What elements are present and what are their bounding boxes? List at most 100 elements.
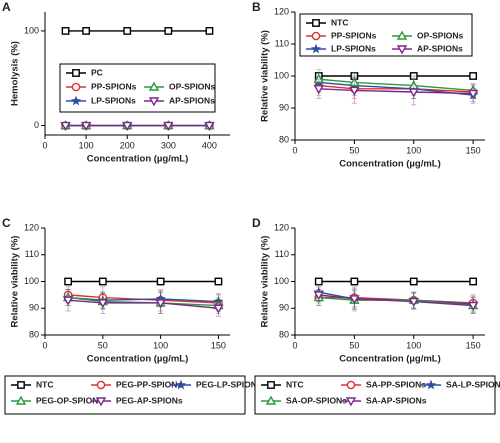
legend-box bbox=[4, 375, 246, 415]
data-point bbox=[123, 27, 132, 35]
data-point bbox=[122, 121, 133, 131]
panel-label: B bbox=[252, 0, 261, 14]
y-axis-label: Relative viability (%) bbox=[260, 30, 271, 122]
y-tick-label: 0 bbox=[34, 120, 39, 130]
legend-label: SA-OP-SPIONs bbox=[286, 395, 347, 405]
y-tick-label: 80 bbox=[29, 329, 39, 339]
x-axis-label: Concentration (µg/mL) bbox=[339, 159, 441, 170]
data-point bbox=[61, 27, 70, 35]
data-point bbox=[408, 88, 419, 98]
x-tick-label: 150 bbox=[466, 340, 481, 350]
x-tick-label: 100 bbox=[406, 340, 421, 350]
x-axis-label: Concentration (µg/mL) bbox=[87, 354, 189, 365]
data-point bbox=[80, 121, 92, 131]
legend-marker bbox=[396, 30, 408, 40]
legend-marker bbox=[312, 19, 320, 27]
legend-marker bbox=[396, 45, 408, 55]
panel-label: C bbox=[2, 216, 11, 230]
y-tick-label: 110 bbox=[275, 249, 289, 259]
data-point bbox=[313, 291, 324, 301]
data-point bbox=[350, 277, 359, 286]
legend-label: PEG-PP-SPIONs bbox=[116, 379, 182, 389]
data-point bbox=[98, 277, 107, 286]
legend-label: SA-LP-SPIONs bbox=[446, 379, 500, 389]
y-axis-label: Hemolysis (%) bbox=[10, 41, 21, 106]
legend-label: PEG-AP-SPIONs bbox=[116, 395, 183, 405]
data-point bbox=[349, 76, 360, 87]
data-point bbox=[60, 121, 71, 131]
series-line bbox=[318, 294, 474, 307]
legend-marker bbox=[96, 380, 106, 390]
data-point bbox=[204, 121, 215, 131]
y-axis-label: Relative viability (%) bbox=[260, 236, 271, 328]
x-tick-label: 150 bbox=[466, 145, 481, 155]
data-point bbox=[408, 297, 419, 307]
x-tick-label: 400 bbox=[202, 140, 217, 150]
legend-label: NTC bbox=[331, 17, 348, 27]
y-tick-label: 100 bbox=[274, 276, 289, 286]
legend-label: AP-SPIONs bbox=[169, 95, 215, 105]
legend-marker bbox=[267, 381, 275, 389]
legend-label: PC bbox=[91, 67, 103, 77]
legend-label: AP-SPIONs bbox=[417, 43, 463, 53]
legend-marker bbox=[346, 380, 356, 390]
x-tick-label: 150 bbox=[211, 340, 226, 350]
y-tick-label: 90 bbox=[279, 303, 289, 313]
data-point bbox=[155, 299, 166, 309]
legend-label: LP-SPIONs bbox=[91, 95, 136, 105]
data-point bbox=[467, 89, 479, 100]
legend-label: LP-SPIONs bbox=[331, 43, 376, 53]
legend-label: SA-AP-SPIONs bbox=[366, 395, 427, 405]
x-axis-label: Concentration (µg/mL) bbox=[87, 154, 189, 165]
data-point bbox=[213, 304, 224, 314]
legend-label: OP-SPIONs bbox=[417, 30, 464, 40]
legend-label: PEG-OP-SPIONs bbox=[36, 395, 103, 405]
data-point bbox=[313, 85, 324, 95]
x-tick-label: 50 bbox=[98, 340, 108, 350]
x-tick-label: 50 bbox=[349, 340, 359, 350]
y-tick-label: 100 bbox=[24, 276, 39, 286]
y-tick-label: 120 bbox=[274, 222, 289, 232]
legend-marker bbox=[72, 69, 80, 77]
series-line bbox=[68, 299, 219, 309]
data-point bbox=[62, 296, 74, 306]
legend-marker bbox=[175, 379, 187, 390]
x-tick-label: 0 bbox=[42, 140, 47, 150]
x-tick-label: 0 bbox=[292, 340, 297, 350]
series-line bbox=[318, 88, 474, 95]
legend-label: PP-SPIONs bbox=[91, 81, 137, 91]
data-point bbox=[469, 277, 478, 286]
legend-marker bbox=[311, 31, 321, 41]
series-line bbox=[318, 78, 474, 92]
data-point bbox=[467, 301, 479, 311]
data-point bbox=[82, 27, 91, 35]
legend-marker bbox=[71, 82, 81, 92]
y-axis-label: Relative viability (%) bbox=[10, 236, 21, 328]
legend-marker bbox=[17, 381, 25, 389]
data-point bbox=[156, 277, 165, 286]
legend-label: OP-SPIONs bbox=[169, 81, 216, 91]
legend-box bbox=[254, 375, 496, 415]
panel-label: D bbox=[252, 216, 261, 230]
legend-box bbox=[299, 13, 473, 57]
legend-marker bbox=[70, 95, 82, 106]
y-tick-label: 120 bbox=[24, 222, 39, 232]
series-line bbox=[318, 84, 474, 93]
data-point bbox=[314, 277, 323, 286]
legend-marker bbox=[148, 97, 160, 107]
x-tick-label: 0 bbox=[292, 145, 297, 155]
legend-label: PEG-LP-SPIONs bbox=[196, 379, 262, 389]
data-point bbox=[409, 277, 418, 286]
y-tick-label: 100 bbox=[274, 70, 289, 80]
legend-label: PP-SPIONs bbox=[331, 30, 377, 40]
x-tick-label: 100 bbox=[406, 145, 421, 155]
series-line bbox=[318, 81, 474, 96]
data-point bbox=[164, 27, 173, 35]
data-point bbox=[97, 299, 109, 309]
y-tick-label: 90 bbox=[279, 102, 289, 112]
legend-label: SA-PP-SPIONs bbox=[366, 379, 426, 389]
data-point bbox=[163, 121, 174, 131]
x-tick-label: 0 bbox=[42, 340, 47, 350]
y-tick-label: 100 bbox=[24, 25, 39, 35]
